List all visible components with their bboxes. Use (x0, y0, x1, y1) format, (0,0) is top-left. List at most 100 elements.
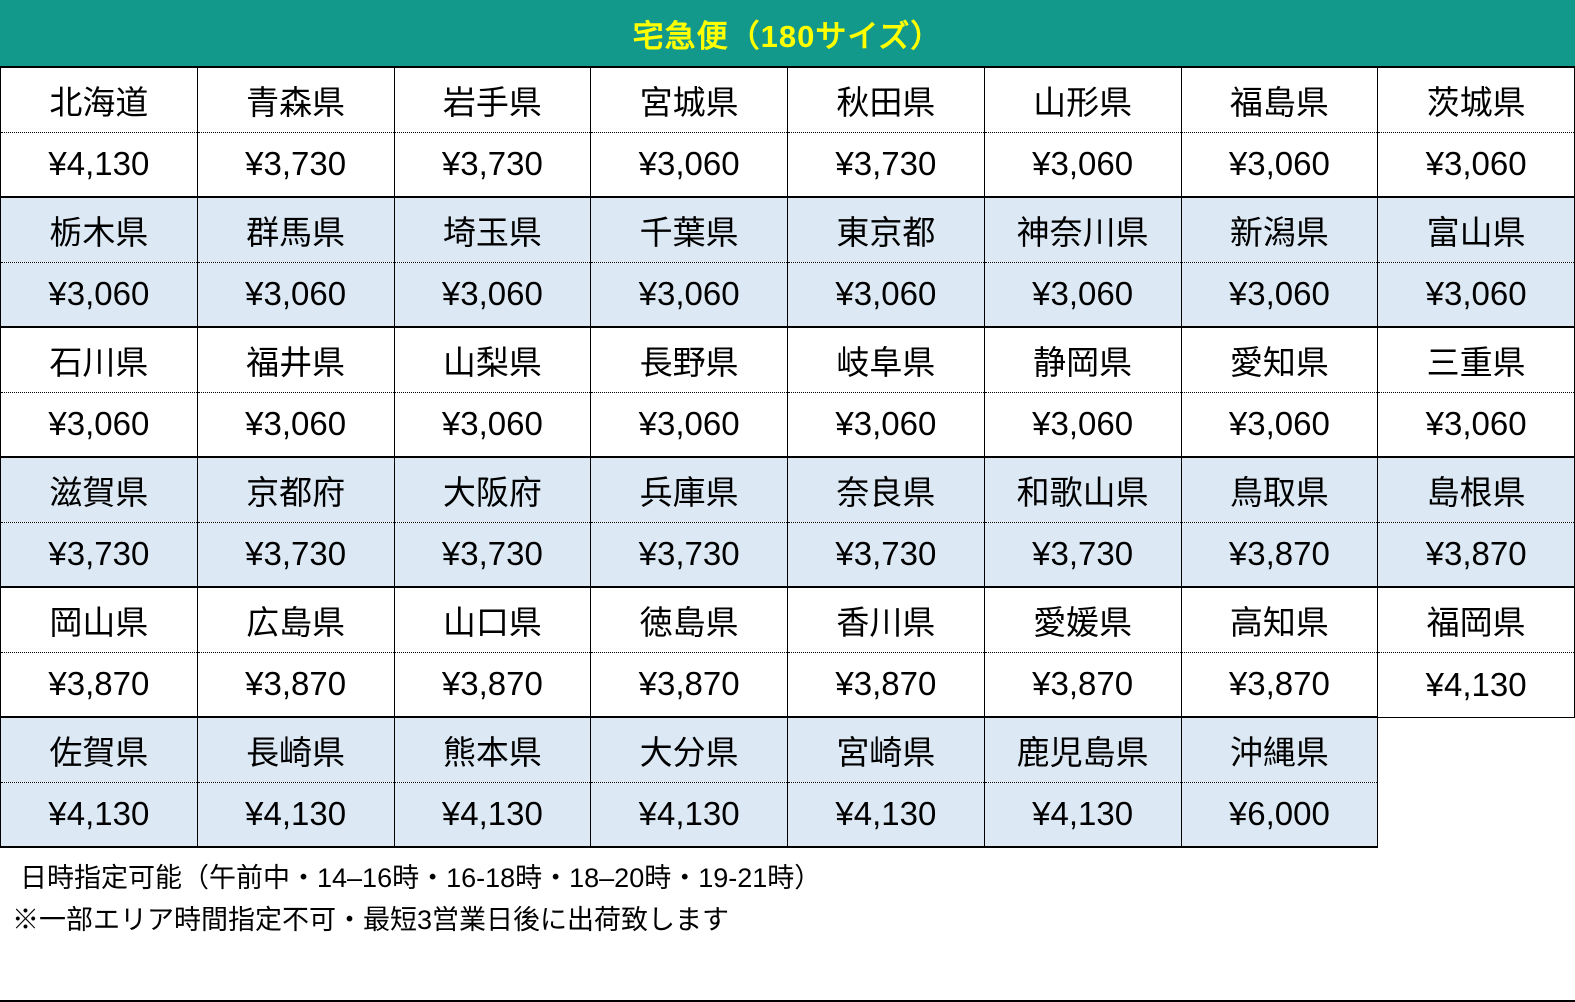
empty-cell (1377, 717, 1575, 782)
price-cell: ¥3,730 (0, 521, 198, 588)
title-bar: 宅急便（180サイズ） (0, 0, 1575, 66)
empty-cell (1377, 782, 1575, 847)
prefecture-cell: 茨城県 (1377, 66, 1575, 133)
prefecture-cell: 大分県 (590, 716, 788, 783)
prefecture-cell: 京都府 (196, 456, 395, 523)
prefecture-cell: 長野県 (590, 326, 788, 393)
prefecture-cell: 岩手県 (393, 66, 592, 133)
prefecture-cell: 栃木県 (0, 196, 198, 263)
price-cell: ¥3,060 (0, 261, 198, 328)
price-cell: ¥3,060 (1180, 131, 1379, 198)
prefecture-cell: 兵庫県 (590, 456, 788, 523)
prefecture-cell: 福島県 (1180, 66, 1379, 133)
prefecture-cell: 新潟県 (1180, 196, 1379, 263)
price-cell: ¥3,060 (1377, 131, 1575, 198)
price-cell: ¥4,130 (590, 781, 788, 848)
prefecture-cell: 青森県 (196, 66, 395, 133)
prefecture-cell: 愛媛県 (983, 586, 1182, 653)
prefecture-cell: 佐賀県 (0, 716, 198, 783)
prefecture-cell: 福井県 (196, 326, 395, 393)
price-cell: ¥3,060 (1377, 391, 1575, 458)
price-cell: ¥6,000 (1180, 781, 1379, 848)
prefecture-cell: 沖縄県 (1180, 716, 1379, 783)
prefecture-cell: 富山県 (1377, 196, 1575, 263)
prefecture-cell: 鹿児島県 (983, 716, 1182, 783)
prefecture-cell: 神奈川県 (983, 196, 1182, 263)
price-cell: ¥4,130 (196, 781, 395, 848)
prefecture-cell: 山口県 (393, 586, 592, 653)
prefecture-cell: 宮城県 (590, 66, 788, 133)
price-cell: ¥3,730 (787, 131, 985, 198)
prefecture-cell: 香川県 (787, 586, 985, 653)
price-cell: ¥3,870 (196, 651, 395, 718)
price-cell: ¥3,730 (393, 521, 592, 588)
prefecture-cell: 高知県 (1180, 586, 1379, 653)
shipping-restriction-note: ※一部エリア時間指定不可・最短3営業日後に出荷致します (12, 904, 730, 935)
price-cell: ¥3,870 (787, 651, 985, 718)
fee-table-body: 北海道 青森県 岩手県 宮城県 秋田県 山形県 福島県 茨城県 ¥4,130 ¥3,730 ¥3,7… (0, 66, 1575, 848)
price-cell: ¥3,870 (1180, 651, 1379, 718)
prefecture-cell: 埼玉県 (393, 196, 592, 263)
price-cell: ¥3,060 (393, 261, 592, 328)
price-cell: ¥3,060 (1377, 261, 1575, 328)
prefecture-cell: 山梨県 (393, 326, 592, 393)
price-cell: ¥3,060 (1180, 391, 1379, 458)
prefecture-cell: 千葉県 (590, 196, 788, 263)
price-cell: ¥3,870 (393, 651, 592, 718)
price-cell: ¥3,060 (590, 131, 788, 198)
prefecture-cell: 徳島県 (590, 586, 788, 653)
price-cell: ¥3,060 (590, 261, 788, 328)
price-cell: ¥3,060 (787, 391, 985, 458)
price-cell: ¥3,870 (983, 651, 1182, 718)
price-cell: ¥3,060 (983, 131, 1182, 198)
price-cell: ¥3,870 (1377, 521, 1575, 588)
prefecture-cell: 秋田県 (787, 66, 985, 133)
price-cell: ¥3,060 (983, 261, 1182, 328)
prefecture-cell: 鳥取県 (1180, 456, 1379, 523)
prefecture-cell: 岡山県 (0, 586, 198, 653)
prefecture-cell: 奈良県 (787, 456, 985, 523)
prefecture-cell: 石川県 (0, 326, 198, 393)
price-cell: ¥4,130 (1377, 651, 1575, 718)
prefecture-cell: 和歌山県 (983, 456, 1182, 523)
price-cell: ¥3,730 (393, 131, 592, 198)
prefecture-cell: 宮崎県 (787, 716, 985, 783)
shipping-fee-table: 北海道 青森県 岩手県 宮城県 秋田県 山形県 福島県 茨城県 ¥4,130 ¥3,730 ¥3,7… (0, 66, 1575, 848)
price-cell: ¥4,130 (393, 781, 592, 848)
prefecture-cell: 三重県 (1377, 326, 1575, 393)
prefecture-cell: 岐阜県 (787, 326, 985, 393)
prefecture-cell: 愛知県 (1180, 326, 1379, 393)
price-cell: ¥3,870 (590, 651, 788, 718)
price-cell: ¥3,060 (983, 391, 1182, 458)
prefecture-cell: 滋賀県 (0, 456, 198, 523)
price-cell: ¥3,060 (393, 391, 592, 458)
price-cell: ¥3,060 (0, 391, 198, 458)
prefecture-cell: 山形県 (983, 66, 1182, 133)
price-cell: ¥3,060 (196, 391, 395, 458)
price-cell: ¥4,130 (787, 781, 985, 848)
page-title: 宅急便（180サイズ） (632, 18, 943, 54)
price-cell: ¥3,730 (196, 521, 395, 588)
price-cell: ¥3,060 (787, 261, 985, 328)
prefecture-cell: 島根県 (1377, 456, 1575, 523)
price-cell: ¥4,130 (0, 781, 198, 848)
price-cell: ¥3,870 (0, 651, 198, 718)
price-cell: ¥3,060 (590, 391, 788, 458)
bottom-divider (0, 1000, 1575, 1002)
prefecture-cell: 長崎県 (196, 716, 395, 783)
prefecture-cell: 静岡県 (983, 326, 1182, 393)
footer-notes: 日時指定可能（午前中・14–16時・16-18時・18–20時・19-21時） … (0, 848, 1575, 942)
prefecture-cell: 北海道 (0, 66, 198, 133)
price-cell: ¥3,730 (196, 131, 395, 198)
price-cell: ¥3,730 (787, 521, 985, 588)
price-cell: ¥4,130 (983, 781, 1182, 848)
price-cell: ¥3,730 (983, 521, 1182, 588)
price-cell: ¥3,060 (196, 261, 395, 328)
price-cell: ¥4,130 (0, 131, 198, 198)
prefecture-cell: 大阪府 (393, 456, 592, 523)
prefecture-cell: 熊本県 (393, 716, 592, 783)
price-cell: ¥3,870 (1180, 521, 1379, 588)
price-cell: ¥3,730 (590, 521, 788, 588)
prefecture-cell: 群馬県 (196, 196, 395, 263)
prefecture-cell: 福岡県 (1377, 586, 1575, 653)
